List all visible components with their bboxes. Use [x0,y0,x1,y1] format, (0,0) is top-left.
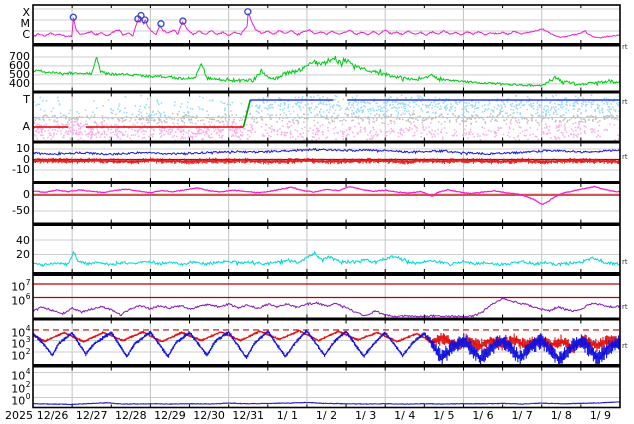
solar-wind-speed-panel [33,55,620,87]
y-tick-label-bz: 0 [23,152,30,166]
electron-flux-blue-line [33,330,620,363]
y-tick-label-kp: 40 [16,233,30,247]
activity-index [33,250,620,268]
x-tick-label: 12/27 [75,409,108,422]
realtime-label: rt [622,43,628,51]
away-sector-scatter-dense [33,119,248,141]
realtime-label: rt [622,303,628,311]
y-tick-label-pbot: 102 [11,379,31,396]
y-tick-label-xray: C [22,28,30,42]
y-tick-label-speed: 700 [9,50,30,64]
dst-index-panel [33,185,620,212]
proton-flux-low-line [33,401,620,406]
solar-wind-speed [33,55,620,87]
toward-sector-scatter-dense [245,94,620,119]
x-tick-label: 1/ 2 [315,409,338,422]
axis-ticks [32,5,621,408]
dst-index [33,185,620,205]
y-tick-label-elec: 104 [11,323,31,340]
y-tick-label-pbot: 104 [11,367,31,383]
realtime-label: rt [622,258,628,266]
away-sector-scatter [246,120,620,141]
y-tick-label-speed: 500 [9,68,30,82]
x-tick-label: 1/ 1 [276,409,298,422]
y-tick-label-bz: 10 [16,142,30,156]
plot-frame [32,4,621,409]
x-tick-label: 1/ 4 [394,409,416,422]
y-tick-label-pbot: 100 [11,392,31,408]
y-tick-label-speed: 600 [9,59,30,73]
panel-separators [33,43,620,368]
flare-event-circles [69,8,252,28]
y-tick-label-proton: 106 [11,291,31,308]
electron-flux-panel [33,329,620,364]
realtime-label: rt [622,153,628,161]
x-tick-label: 12/29 [154,409,186,422]
year-label: 2025 [5,409,33,422]
mid-scatter [34,112,620,125]
y-tick-label-sector: T [23,93,30,107]
xray-flux-panel [33,8,620,39]
x-tick-label: 1/ 9 [589,409,612,422]
y-tick-label-kp: 20 [16,248,30,261]
y-tick-label-dst: 0 [23,188,30,202]
y-tick-label-proton: 107 [11,278,31,295]
high-energy-proton-panel [33,283,620,318]
realtime-label: rt [622,342,628,350]
auroral-activity-panel [33,239,620,268]
x-tick-label: 1/ 6 [472,409,494,422]
realtime-label: rt [622,98,628,106]
y-tick-label-xray: M [20,17,31,31]
y-tick-label-dst: -50 [12,204,30,218]
x-tick-label: 12/26 [36,409,69,422]
imf-panel [33,147,620,171]
magnetic-sector-panel [33,94,620,141]
imf-bz-line [33,158,620,164]
y-tick-label-xray: X [22,6,30,20]
y-tick-label-speed: 400 [9,77,30,91]
imf-bt [33,147,620,156]
y-tick-label-elec: 102 [11,346,31,363]
goes-xray-flux [33,12,620,39]
y-tick-label-sector: A [22,120,30,134]
x-tick-label: 1/ 3 [355,409,377,422]
x-tick-label: 12/30 [193,409,225,422]
proton-flux-high [33,297,620,318]
low-energy-proton-panel [33,372,620,406]
y-tick-label-bz: -10 [12,163,30,177]
x-tick-label: 1/ 8 [550,409,572,422]
y-tick-label-elec: 103 [11,335,31,351]
electron-flux-red-line [33,329,620,350]
x-tick-label: 1/ 5 [433,409,455,422]
x-tick-label: 12/28 [114,409,147,422]
sector-polarity-line [242,99,251,128]
x-tick-label: 1/ 7 [511,409,533,422]
x-tick-label: 12/31 [232,409,265,422]
